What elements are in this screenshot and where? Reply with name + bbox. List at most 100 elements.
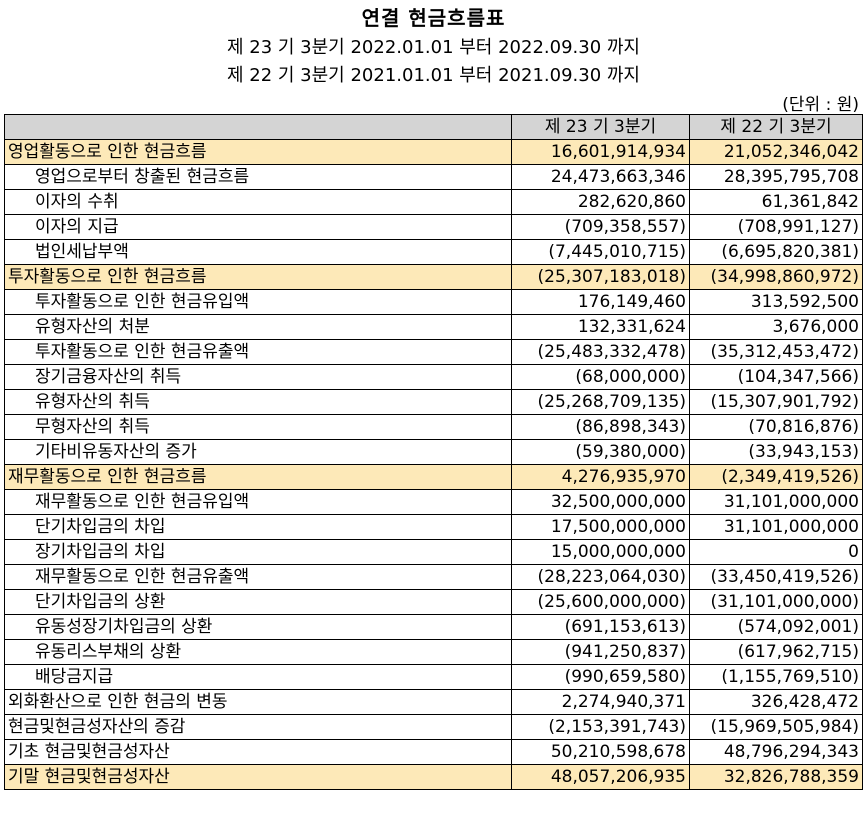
row-label: 법인세납부액 bbox=[4, 239, 512, 265]
row-current-value: (25,307,183,018) bbox=[511, 264, 690, 290]
row-label: 무형자산의 취득 bbox=[4, 414, 512, 440]
table-row: 단기차입금의 차입 17,500,000,000 31,101,000,000 bbox=[4, 514, 863, 540]
table-row: 법인세납부액 (7,445,010,715) (6,695,820,381) bbox=[4, 239, 863, 265]
table-row: 배당금지급 (990,659,580) (1,155,769,510) bbox=[4, 664, 863, 690]
table-row: 재무활동으로 인한 현금유입액 32,500,000,000 31,101,000,… bbox=[4, 489, 863, 515]
row-prior-value: (2,349,419,526) bbox=[689, 464, 863, 490]
header-label-col bbox=[4, 114, 512, 140]
row-label: 기타비유동자산의 증가 bbox=[4, 439, 512, 465]
row-current-value: (68,000,000) bbox=[511, 364, 690, 390]
row-prior-value: (15,307,901,792) bbox=[689, 389, 863, 415]
row-current-value: 16,601,914,934 bbox=[511, 139, 690, 165]
row-current-value: 282,620,860 bbox=[511, 189, 690, 215]
row-prior-value: 31,101,000,000 bbox=[689, 514, 863, 540]
row-label: 투자활동으로 인한 현금흐름 bbox=[4, 264, 512, 290]
row-current-value: 132,331,624 bbox=[511, 314, 690, 340]
table-row: 유동성장기차입금의 상환 (691,153,613) (574,092,001) bbox=[4, 614, 863, 640]
row-prior-value: (33,943,153) bbox=[689, 439, 863, 465]
table-row: 이자의 수취 282,620,860 61,361,842 bbox=[4, 189, 863, 215]
table-row: 유형자산의 취득 (25,268,709,135) (15,307,901,792) bbox=[4, 389, 863, 415]
table-row: 유형자산의 처분 132,331,624 3,676,000 bbox=[4, 314, 863, 340]
row-prior-value: (617,962,715) bbox=[689, 639, 863, 665]
row-label: 배당금지급 bbox=[4, 664, 512, 690]
row-current-value: 4,276,935,970 bbox=[511, 464, 690, 490]
table-row: 기말 현금및현금성자산 48,057,206,935 32,826,788,359 bbox=[4, 764, 863, 790]
row-label: 투자활동으로 인한 현금유출액 bbox=[4, 339, 512, 365]
row-label: 현금및현금성자산의 증감 bbox=[4, 714, 512, 740]
table-row: 투자활동으로 인한 현금유입액 176,149,460 313,592,500 bbox=[4, 289, 863, 315]
table-row: 외화환산으로 인한 현금의 변동 2,274,940,371 326,428,472 bbox=[4, 689, 863, 715]
row-label: 장기금융자산의 취득 bbox=[4, 364, 512, 390]
row-label: 투자활동으로 인한 현금유입액 bbox=[4, 289, 512, 315]
row-label: 영업으로부터 창출된 현금흐름 bbox=[4, 164, 512, 190]
row-current-value: 176,149,460 bbox=[511, 289, 690, 315]
table-header-row: 제 23 기 3분기 제 22 기 3분기 bbox=[4, 114, 863, 140]
statement-title: 연결 현금흐름표 bbox=[361, 6, 506, 30]
prior-period: 제 22 기 3분기 2021.01.01 부터 2021.09.30 까지 bbox=[226, 65, 640, 86]
row-label: 외화환산으로 인한 현금의 변동 bbox=[4, 689, 512, 715]
row-prior-value: 48,796,294,343 bbox=[689, 739, 863, 765]
row-label: 기초 현금및현금성자산 bbox=[4, 739, 512, 765]
row-prior-value: 313,592,500 bbox=[689, 289, 863, 315]
row-current-value: (86,898,343) bbox=[511, 414, 690, 440]
header-prior-col: 제 22 기 3분기 bbox=[689, 114, 863, 140]
row-current-value: 17,500,000,000 bbox=[511, 514, 690, 540]
row-current-value: (691,153,613) bbox=[511, 614, 690, 640]
row-prior-value: (33,450,419,526) bbox=[689, 564, 863, 590]
cash-flow-table: 제 23 기 3분기 제 22 기 3분기 영업활동으로 인한 현금흐름 16,6… bbox=[4, 114, 863, 790]
current-period: 제 23 기 3분기 2022.01.01 부터 2022.09.30 까지 bbox=[226, 37, 640, 58]
table-row: 단기차입금의 상환 (25,600,000,000) (31,101,000,000… bbox=[4, 589, 863, 615]
row-label: 유형자산의 취득 bbox=[4, 389, 512, 415]
row-prior-value: (34,998,860,972) bbox=[689, 264, 863, 290]
table-row: 투자활동으로 인한 현금흐름 (25,307,183,018) (34,998,86… bbox=[4, 264, 863, 290]
row-label: 단기차입금의 상환 bbox=[4, 589, 512, 615]
header-current-col: 제 23 기 3분기 bbox=[511, 114, 690, 140]
row-label: 단기차입금의 차입 bbox=[4, 514, 512, 540]
table-row: 기타비유동자산의 증가 (59,380,000) (33,943,153) bbox=[4, 439, 863, 465]
row-prior-value: (35,312,453,472) bbox=[689, 339, 863, 365]
row-label: 재무활동으로 인한 현금유입액 bbox=[4, 489, 512, 515]
table-body: 영업활동으로 인한 현금흐름 16,601,914,934 21,052,346,0… bbox=[4, 139, 863, 790]
row-label: 재무활동으로 인한 현금유출액 bbox=[4, 564, 512, 590]
row-current-value: (2,153,391,743) bbox=[511, 714, 690, 740]
table-row: 기초 현금및현금성자산 50,210,598,678 48,796,294,343 bbox=[4, 739, 863, 765]
row-label: 장기차입금의 차입 bbox=[4, 539, 512, 565]
row-prior-value: 3,676,000 bbox=[689, 314, 863, 340]
row-current-value: (25,268,709,135) bbox=[511, 389, 690, 415]
row-current-value: 50,210,598,678 bbox=[511, 739, 690, 765]
table-row: 장기차입금의 차입 15,000,000,000 0 bbox=[4, 539, 863, 565]
row-prior-value: (70,816,876) bbox=[689, 414, 863, 440]
row-prior-value: 31,101,000,000 bbox=[689, 489, 863, 515]
row-current-value: 48,057,206,935 bbox=[511, 764, 690, 790]
row-label: 기말 현금및현금성자산 bbox=[4, 764, 512, 790]
row-current-value: 15,000,000,000 bbox=[511, 539, 690, 565]
table-row: 이자의 지급 (709,358,557) (708,991,127) bbox=[4, 214, 863, 240]
row-prior-value: (6,695,820,381) bbox=[689, 239, 863, 265]
row-current-value: 24,473,663,346 bbox=[511, 164, 690, 190]
row-current-value: 32,500,000,000 bbox=[511, 489, 690, 515]
table-row: 영업으로부터 창출된 현금흐름 24,473,663,346 28,395,795,… bbox=[4, 164, 863, 190]
row-label: 이자의 지급 bbox=[4, 214, 512, 240]
row-prior-value: (15,969,505,984) bbox=[689, 714, 863, 740]
row-prior-value: 28,395,795,708 bbox=[689, 164, 863, 190]
table-row: 무형자산의 취득 (86,898,343) (70,816,876) bbox=[4, 414, 863, 440]
row-current-value: (25,600,000,000) bbox=[511, 589, 690, 615]
table-row: 영업활동으로 인한 현금흐름 16,601,914,934 21,052,346,0… bbox=[4, 139, 863, 165]
row-current-value: (28,223,064,030) bbox=[511, 564, 690, 590]
row-current-value: (7,445,010,715) bbox=[511, 239, 690, 265]
row-label: 유형자산의 처분 bbox=[4, 314, 512, 340]
row-label: 이자의 수취 bbox=[4, 189, 512, 215]
row-current-value: 2,274,940,371 bbox=[511, 689, 690, 715]
row-label: 재무활동으로 인한 현금흐름 bbox=[4, 464, 512, 490]
row-prior-value: (104,347,566) bbox=[689, 364, 863, 390]
row-current-value: (25,483,332,478) bbox=[511, 339, 690, 365]
unit-label: (단위 : 원) bbox=[782, 95, 859, 115]
row-prior-value: 32,826,788,359 bbox=[689, 764, 863, 790]
row-label: 유동리스부채의 상환 bbox=[4, 639, 512, 665]
row-label: 유동성장기차입금의 상환 bbox=[4, 614, 512, 640]
row-prior-value: 326,428,472 bbox=[689, 689, 863, 715]
row-current-value: (941,250,837) bbox=[511, 639, 690, 665]
row-prior-value: 21,052,346,042 bbox=[689, 139, 863, 165]
table-row: 재무활동으로 인한 현금흐름 4,276,935,970 (2,349,419,52… bbox=[4, 464, 863, 490]
row-current-value: (990,659,580) bbox=[511, 664, 690, 690]
